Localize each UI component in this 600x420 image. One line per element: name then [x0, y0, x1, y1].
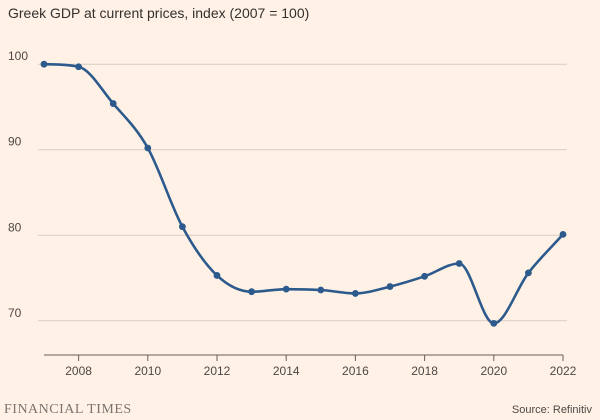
data-point-2014 [282, 285, 290, 293]
data-point-2013 [248, 288, 256, 296]
x-tick-label: 2008 [65, 364, 92, 378]
data-point-2020 [490, 319, 498, 327]
y-tick-label: 80 [8, 220, 22, 234]
x-tick-label: 2022 [550, 364, 577, 378]
data-point-2021 [525, 269, 532, 277]
y-tick-label: 100 [8, 49, 28, 63]
data-point-2007 [40, 60, 48, 68]
x-axis: 2008 2010 2012 2014 2016 2018 2020 2022 [44, 354, 577, 378]
chart-title: Greek GDP at current prices, index (2007… [8, 5, 309, 21]
data-point-2010 [144, 144, 152, 152]
data-point-2016 [352, 290, 359, 297]
data-point-2015 [317, 286, 325, 294]
footer-source: Source: Refinitiv [512, 404, 593, 416]
data-point-2022 [559, 231, 567, 238]
x-tick-label: 2010 [134, 364, 161, 378]
data-point-2009 [109, 100, 117, 107]
data-point-2018 [421, 272, 428, 280]
y-tick-label: 70 [8, 306, 22, 320]
y-tick-label: 90 [8, 135, 22, 149]
series-line-gdp-index [42, 62, 565, 325]
x-tick-label: 2014 [273, 364, 300, 378]
data-point-2019 [455, 260, 463, 267]
data-points [40, 60, 567, 327]
x-tick-label: 2016 [342, 364, 369, 378]
data-point-2011 [179, 223, 186, 231]
data-point-2008 [75, 63, 82, 71]
data-point-2012 [213, 272, 221, 279]
grid-lines [38, 63, 567, 322]
x-tick-label: 2020 [480, 364, 507, 378]
data-point-2017 [386, 283, 394, 290]
x-tick-label: 2018 [411, 364, 438, 378]
footer-brand-logo: FINANCIAL TIMES [4, 402, 132, 417]
y-axis-ticks: 70 80 90 100 [8, 49, 28, 320]
x-tick-label: 2012 [204, 364, 231, 378]
